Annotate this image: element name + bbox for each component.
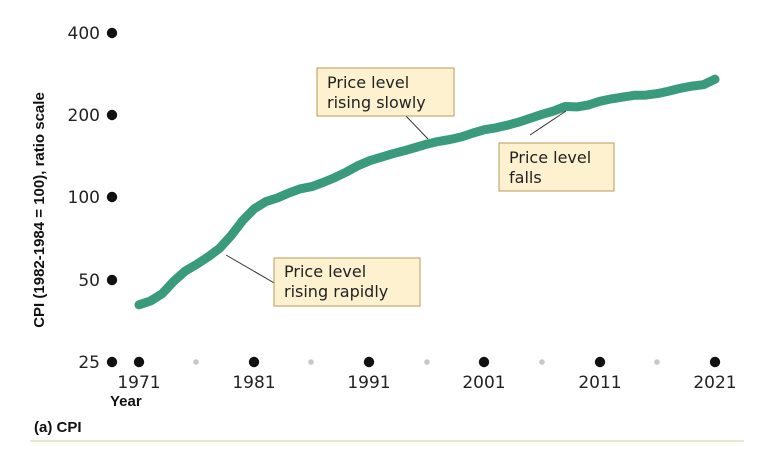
- y-tick-labels: 400 200 100 50 25: [68, 24, 100, 373]
- annotation-line-2: rising slowly: [327, 93, 426, 112]
- y-tick-label-50: 50: [78, 271, 100, 291]
- annotation-line-2: falls: [509, 168, 542, 187]
- y-tick-dot: [106, 356, 118, 368]
- y-tick-dot: [106, 27, 118, 39]
- y-tick-label-400: 400: [68, 24, 100, 44]
- annotation-rising-slowly: Price level rising slowly: [316, 67, 455, 117]
- x-tick-label-1981: 1981: [232, 373, 275, 393]
- y-axis-title: CPI (1982-1984 = 100), ratio scale: [31, 92, 48, 328]
- annotation-falls: Price level falls: [498, 142, 615, 192]
- x-tick-dot-minor: [193, 359, 199, 365]
- x-tick-dot-major: [363, 356, 375, 368]
- x-tick-dot-minor: [539, 359, 545, 365]
- x-tick-label-2001: 2001: [462, 373, 505, 393]
- annotation-line-2: rising rapidly: [284, 282, 388, 301]
- x-tick-label-1991: 1991: [347, 373, 390, 393]
- annotation-box: [316, 67, 455, 117]
- x-tick-dot-minor: [308, 359, 314, 365]
- x-tick-label-1971: 1971: [117, 373, 160, 393]
- annotation-line-1: Price level: [327, 73, 409, 92]
- cpi-series-line: [134, 74, 720, 310]
- y-tick-dot: [106, 109, 118, 121]
- y-tick-label-100: 100: [68, 188, 100, 208]
- y-tick-label-200: 200: [68, 106, 100, 126]
- annotation-line-1: Price level: [284, 262, 366, 281]
- y-tick-label-25: 25: [78, 353, 100, 373]
- y-tick-dot: [106, 274, 118, 286]
- annotation-leaders: [225, 110, 567, 285]
- x-tick-dots: [133, 356, 721, 368]
- y-tick-dot: [106, 191, 118, 203]
- y-tick-dots: [106, 27, 118, 368]
- annotation-box: [498, 142, 615, 192]
- leader-rising-slowly: [404, 114, 429, 140]
- x-tick-label-2011: 2011: [578, 373, 621, 393]
- x-tick-dot-major: [709, 356, 721, 368]
- x-tick-dot-major: [248, 356, 260, 368]
- x-tick-labels: 1971 1981 1991 2001 2011 2021: [117, 373, 736, 393]
- leader-rising-rapidly: [225, 254, 277, 285]
- x-tick-dot-major: [478, 356, 490, 368]
- x-tick-dot-major: [594, 356, 606, 368]
- figure-caption: (a) CPI: [34, 419, 82, 436]
- x-tick-dot-minor: [424, 359, 430, 365]
- annotation-rising-rapidly: Price level rising rapidly: [273, 257, 421, 307]
- leader-falls: [529, 110, 567, 136]
- x-axis-title: Year: [110, 393, 142, 410]
- annotation-line-1: Price level: [509, 148, 591, 167]
- x-tick-dot-major: [133, 356, 145, 368]
- annotation-box: [273, 257, 421, 307]
- x-tick-label-2021: 2021: [693, 373, 736, 393]
- x-tick-dot-minor: [654, 359, 660, 365]
